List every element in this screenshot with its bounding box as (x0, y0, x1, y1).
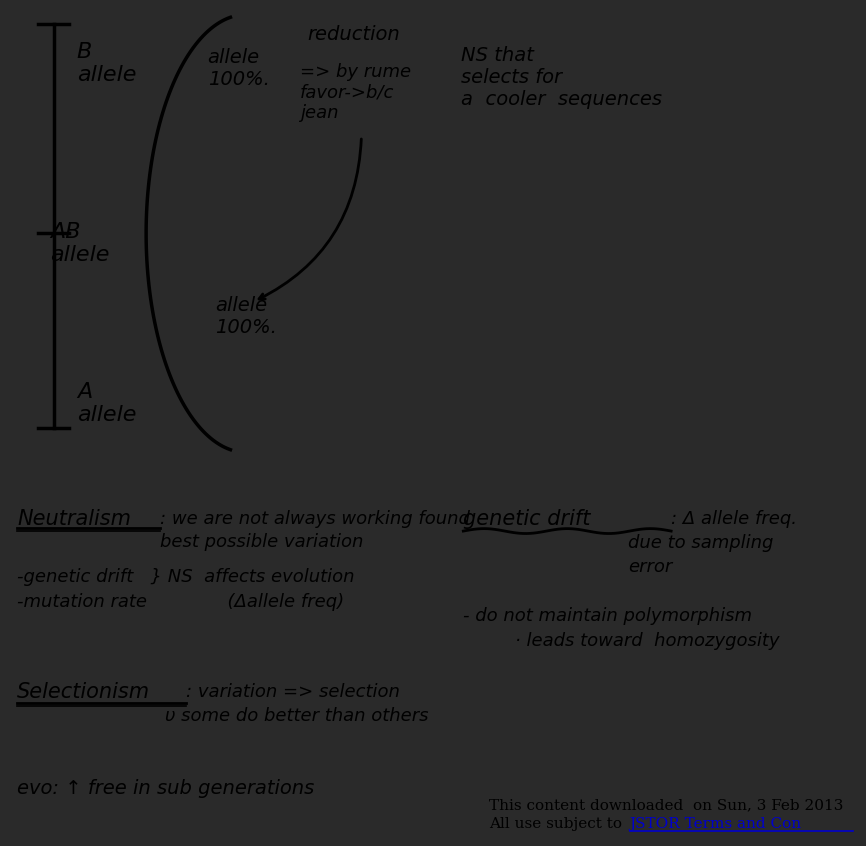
Text: reduction: reduction (307, 25, 400, 43)
Text: This content downloaded  on Sun, 3 Feb 2013: This content downloaded on Sun, 3 Feb 20… (489, 799, 843, 813)
Text: genetic drift: genetic drift (463, 509, 591, 530)
Text: due to sampling: due to sampling (628, 535, 773, 552)
Text: B
allele: B allele (77, 41, 137, 85)
Text: : variation => selection: : variation => selection (186, 683, 400, 700)
Text: -genetic drift   } NS  affects evolution: -genetic drift } NS affects evolution (17, 569, 355, 586)
Text: · leads toward  homozygosity: · leads toward homozygosity (515, 632, 779, 650)
Text: - do not maintain polymorphism: - do not maintain polymorphism (463, 607, 753, 625)
Text: AB
allele: AB allele (50, 222, 109, 265)
Text: : Δ allele freq.: : Δ allele freq. (671, 510, 797, 529)
Text: A
allele: A allele (77, 382, 137, 426)
Text: : we are not always working found: : we are not always working found (160, 510, 470, 529)
Text: υ some do better than others: υ some do better than others (165, 707, 428, 725)
Text: -mutation rate              (Δallele freq): -mutation rate (Δallele freq) (17, 593, 345, 611)
Text: Neutralism: Neutralism (17, 509, 132, 530)
Text: best possible variation: best possible variation (160, 533, 364, 552)
Text: allele
100%.: allele 100%. (216, 296, 277, 337)
Text: allele
100%.: allele 100%. (208, 47, 269, 89)
Text: evo: ↑ free in sub generations: evo: ↑ free in sub generations (17, 778, 314, 798)
Text: error: error (628, 558, 672, 576)
Text: NS that
selects for
a  cooler  sequences: NS that selects for a cooler sequences (462, 47, 662, 109)
Text: JSTOR Terms and Con: JSTOR Terms and Con (630, 817, 802, 831)
Text: => by rume
favor->b/c
jean: => by rume favor->b/c jean (300, 63, 411, 122)
Text: Selectionism: Selectionism (17, 682, 151, 701)
Text: All use subject to: All use subject to (489, 817, 627, 831)
